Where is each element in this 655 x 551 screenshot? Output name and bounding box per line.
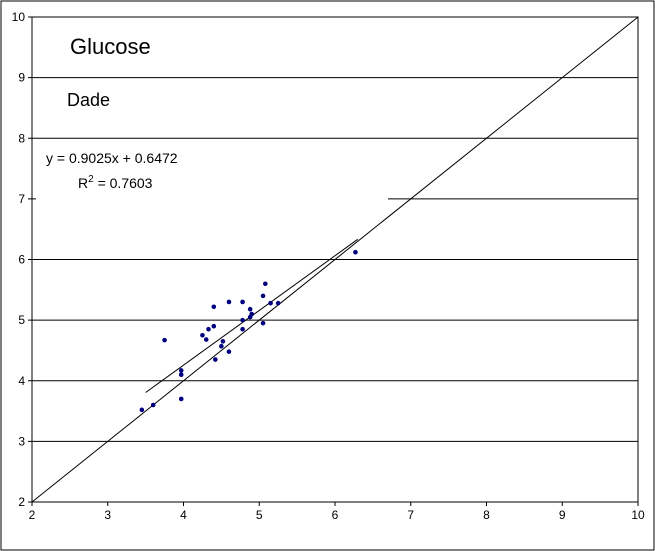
x-tick-label-4: 4 bbox=[180, 508, 187, 522]
data-point-24 bbox=[263, 281, 268, 287]
data-point-5 bbox=[178, 368, 184, 373]
r-squared-r: R bbox=[78, 175, 88, 191]
y-tick-label-2: 2 bbox=[18, 495, 25, 509]
data-point-2 bbox=[162, 337, 167, 343]
ticks-layer: 2 3 4 5 6 7 8 9 10 2 3 4 5 6 7 8 9 10 bbox=[12, 10, 645, 522]
data-point-11 bbox=[213, 357, 218, 362]
points-layer bbox=[139, 249, 358, 413]
labels-layer: Glucose Dade y = 0.9025x + 0.6472 R2 = 0… bbox=[36, 34, 388, 200]
x-tick-label-7: 7 bbox=[407, 508, 414, 522]
x-tick-label-2: 2 bbox=[29, 508, 36, 522]
identity-line bbox=[31, 16, 639, 503]
data-point-0 bbox=[139, 407, 145, 413]
data-point-22 bbox=[260, 320, 266, 326]
y-tick-label-5: 5 bbox=[18, 313, 25, 327]
x-tick-label-10: 10 bbox=[631, 508, 645, 522]
r-squared-value: = 0.7603 bbox=[94, 175, 153, 191]
y-tick-label-4: 4 bbox=[18, 374, 25, 388]
data-point-15 bbox=[226, 299, 232, 305]
y-tick-label-9: 9 bbox=[18, 71, 25, 85]
data-point-4 bbox=[178, 372, 184, 377]
y-tick-label-8: 8 bbox=[18, 131, 25, 145]
plot-border bbox=[31, 16, 639, 503]
chart-subtitle: Dade bbox=[67, 90, 110, 110]
data-point-10 bbox=[211, 304, 217, 310]
data-point-7 bbox=[203, 337, 209, 342]
data-point-12 bbox=[219, 343, 224, 349]
data-point-3 bbox=[178, 396, 184, 402]
data-point-9 bbox=[211, 323, 217, 329]
y-tick-label-3: 3 bbox=[18, 434, 25, 448]
data-point-23 bbox=[260, 293, 266, 299]
r-squared-superscript: 2 bbox=[88, 174, 94, 185]
y-tick-label-10: 10 bbox=[12, 10, 26, 24]
data-point-8 bbox=[206, 326, 211, 332]
data-point-21 bbox=[249, 311, 254, 317]
data-point-6 bbox=[200, 332, 205, 338]
data-point-26 bbox=[275, 300, 281, 306]
y-tick-label-7: 7 bbox=[18, 192, 25, 206]
x-tick-label-9: 9 bbox=[559, 508, 566, 522]
data-point-1 bbox=[150, 402, 156, 408]
data-point-17 bbox=[240, 317, 245, 323]
y-tick-label-6: 6 bbox=[18, 253, 25, 267]
data-point-16 bbox=[240, 326, 245, 332]
data-point-18 bbox=[240, 299, 245, 305]
x-tick-label-6: 6 bbox=[332, 508, 339, 522]
x-tick-label-3: 3 bbox=[104, 508, 111, 522]
equation-background bbox=[36, 142, 388, 200]
data-point-20 bbox=[247, 306, 253, 312]
x-tick-label-8: 8 bbox=[483, 508, 490, 522]
data-point-27 bbox=[353, 249, 358, 255]
trendline-equation: y = 0.9025x + 0.6472 bbox=[46, 150, 178, 166]
chart-title: Glucose bbox=[70, 34, 151, 59]
x-tick-label-5: 5 bbox=[256, 508, 263, 522]
data-point-25 bbox=[268, 300, 273, 306]
r-squared-label: R2 = 0.7603 bbox=[78, 174, 153, 191]
data-point-14 bbox=[226, 349, 232, 354]
data-point-13 bbox=[220, 339, 226, 344]
